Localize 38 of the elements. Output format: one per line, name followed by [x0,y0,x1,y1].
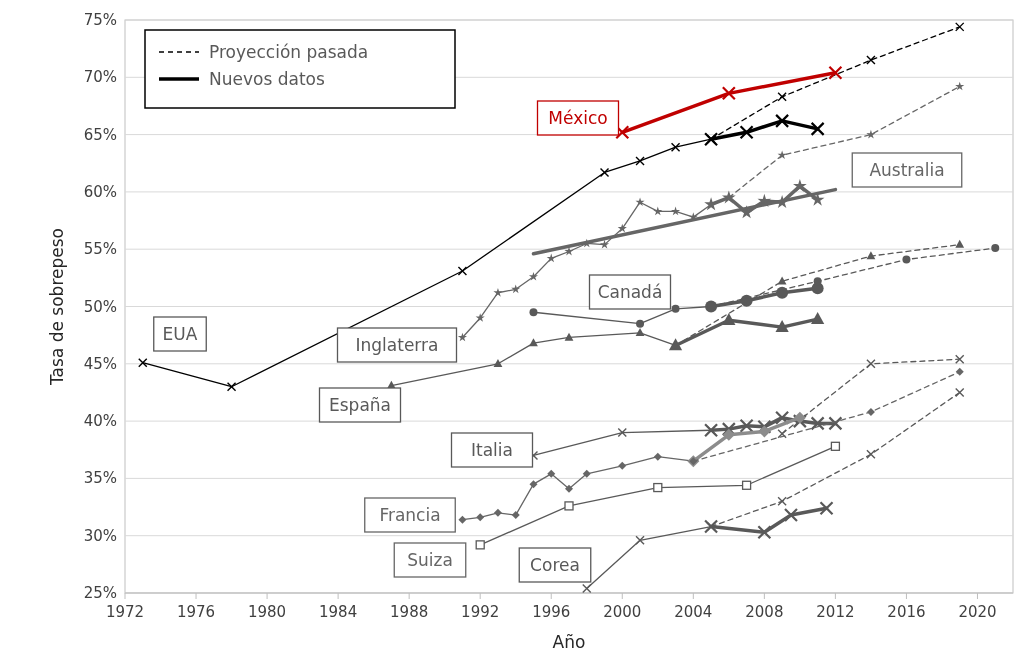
x-tick-label: 2000 [603,603,642,621]
x-tick-label: 1976 [176,603,216,621]
y-tick-label: 30% [83,526,117,545]
annotation: Italia [471,440,513,460]
annotation: Canadá [597,282,663,302]
x-tick-label: 2020 [958,603,997,621]
legend-label: Proyección pasada [209,42,369,62]
x-tick-label: 2016 [887,603,926,621]
x-tick-label: 2012 [816,603,855,621]
y-tick-label: 45% [83,354,117,373]
x-tick-label: 1996 [532,603,571,621]
legend-label: Nuevos datos [209,69,325,89]
x-tick-label: 1984 [319,603,358,621]
annotation: México [548,108,608,128]
x-axis-title: Año [552,632,586,652]
y-tick-label: 65% [83,125,117,144]
y-tick-label: 50% [83,297,117,316]
y-tick-label: 35% [83,469,117,488]
annotation: Inglaterra [355,335,439,355]
y-tick-label: 70% [83,68,117,87]
x-tick-label: 1972 [105,603,145,621]
annotation: Suiza [407,550,453,570]
x-tick-label: 1988 [390,603,429,621]
x-tick-label: 2008 [745,603,784,621]
y-tick-label: 40% [83,412,117,431]
x-tick-label: 1980 [247,603,287,621]
y-tick-label: 25% [83,584,117,602]
annotation: Australia [869,160,945,180]
annotation: España [329,395,391,415]
y-axis-title: Tasa de sobrepeso [47,228,67,386]
y-tick-label: 55% [83,240,117,259]
annotation: EUA [162,324,198,344]
x-tick-label: 2004 [674,603,713,621]
annotation: Francia [379,505,441,525]
x-tick-label: 1992 [461,603,500,621]
y-tick-label: 75% [83,11,117,29]
y-tick-label: 60% [83,182,117,201]
annotation: Corea [530,555,580,575]
